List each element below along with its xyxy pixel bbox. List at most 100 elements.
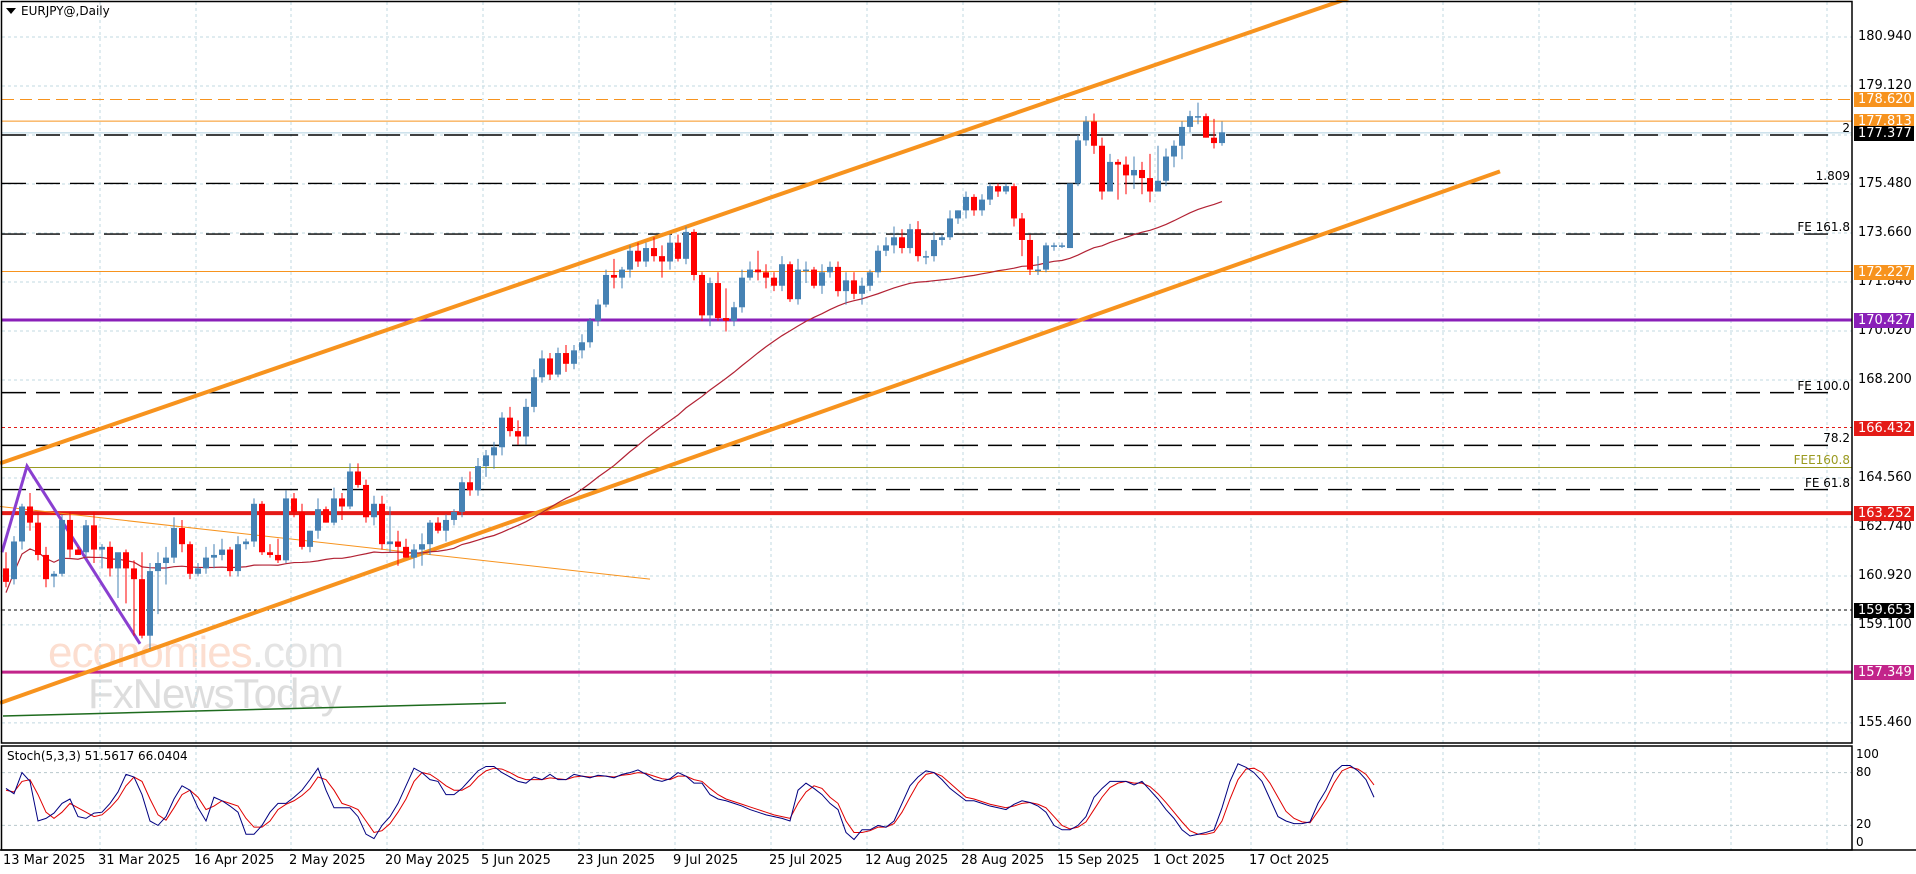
candle-body <box>827 266 833 273</box>
price-axis-tick: 164.560 <box>1858 469 1912 485</box>
candle-body <box>931 239 937 257</box>
dropdown-triangle-icon[interactable] <box>6 8 16 14</box>
candle-body <box>859 285 865 294</box>
candle-body <box>1099 145 1105 192</box>
price-tag-label: 178.620 <box>1854 92 1914 108</box>
candle-body <box>227 549 233 572</box>
candle-body <box>139 579 145 636</box>
candle-body <box>515 431 521 437</box>
symbol-timeframe-label: EURJPY@,Daily <box>21 4 110 18</box>
candle-body <box>91 525 97 550</box>
candle-body <box>595 304 601 321</box>
date-axis-label: 20 May 2025 <box>385 853 470 868</box>
main-panel-frame <box>0 0 1853 744</box>
candle-body <box>659 256 665 262</box>
candle-body <box>955 210 961 219</box>
candle-body <box>307 530 313 547</box>
candle-body <box>883 245 889 251</box>
date-axis-label: 15 Sep 2025 <box>1057 853 1140 868</box>
candle-body <box>1035 269 1041 272</box>
stoch-main-line <box>5 763 1375 841</box>
date-axis-label: 16 Apr 2025 <box>194 853 275 868</box>
candle-body <box>643 248 649 262</box>
candle-body <box>779 264 785 286</box>
candle-body <box>475 466 481 491</box>
date-axis-label: 28 Aug 2025 <box>961 853 1045 868</box>
candle-body <box>715 283 721 319</box>
candle-body <box>27 506 33 523</box>
candle-body <box>331 498 337 523</box>
candle-body <box>755 269 761 273</box>
trend-lines <box>0 0 1501 717</box>
horizontal-levels <box>2 98 1852 674</box>
candle-body <box>83 525 89 553</box>
candle-body <box>211 554 217 558</box>
fib-level-label: 2 <box>1842 120 1850 135</box>
candle-body <box>251 503 257 542</box>
candle-body <box>507 417 513 432</box>
candle-body <box>411 549 417 558</box>
candle-body <box>747 269 753 278</box>
candle-body <box>1043 245 1049 270</box>
candle-body <box>819 272 825 286</box>
price-axis-tick: 168.200 <box>1858 371 1912 387</box>
chart-title[interactable]: EURJPY@,Daily <box>6 4 110 18</box>
candle-body <box>387 541 393 545</box>
candle-body <box>723 318 729 321</box>
candle-body <box>603 274 609 305</box>
candle-body <box>267 552 273 555</box>
watermark-fxnewstoday: FxNewsToday <box>88 670 342 717</box>
candle-body <box>539 358 545 378</box>
candle-body <box>691 231 697 275</box>
candle-body <box>163 557 169 564</box>
date-axis-label: 5 Jun 2025 <box>481 853 551 868</box>
candle-body <box>59 519 65 574</box>
candle-body <box>419 544 425 550</box>
price-axis-tick: 160.920 <box>1858 567 1912 583</box>
candle-body <box>731 307 737 321</box>
candle-body <box>379 503 385 545</box>
candle-body <box>123 552 129 569</box>
candle-body <box>131 568 137 580</box>
candle-body <box>867 272 873 286</box>
candle-body <box>235 544 241 572</box>
fib-olive-label: FEE160.8 <box>1793 453 1850 468</box>
price-tag-label: 177.813 <box>1854 114 1914 130</box>
candle-body <box>483 455 489 467</box>
date-axis-label: 25 Jul 2025 <box>769 853 843 868</box>
fib-level-label: 78.2 <box>1823 431 1850 446</box>
fib-level-label: FE 61.8 <box>1804 475 1850 490</box>
date-axis-label: 1 Oct 2025 <box>1153 853 1226 868</box>
candle-body <box>451 511 457 520</box>
price-axis-tick: 173.660 <box>1858 224 1912 240</box>
candle-body <box>1131 169 1137 176</box>
candle-body <box>339 498 345 507</box>
date-axis-label: 9 Jul 2025 <box>673 853 739 868</box>
candle-body <box>1091 121 1097 146</box>
date-axis-label: 31 Mar 2025 <box>98 853 181 868</box>
candle-body <box>347 471 353 507</box>
price-axis-tick: 179.120 <box>1858 77 1912 93</box>
candle-body <box>555 353 561 375</box>
candle-body <box>107 546 113 569</box>
candle-body <box>531 377 537 407</box>
candle-body <box>427 522 433 545</box>
channel-lower-line <box>0 169 1501 705</box>
date-axis-label: 2 May 2025 <box>289 853 366 868</box>
candle-body <box>179 528 185 545</box>
candle-body <box>843 280 849 292</box>
candle-body <box>203 557 209 569</box>
candle-body <box>259 503 265 553</box>
candle-body <box>939 237 945 240</box>
candle-body <box>11 541 17 580</box>
candle-body <box>1179 126 1185 146</box>
candle-body <box>443 519 449 531</box>
candle-body <box>699 274 705 316</box>
candle-body <box>651 248 657 257</box>
candle-body <box>579 342 585 351</box>
descending-trend-line <box>0 505 651 580</box>
candle-body <box>787 264 793 300</box>
candle-body <box>1075 140 1081 184</box>
candle-body <box>75 549 81 555</box>
